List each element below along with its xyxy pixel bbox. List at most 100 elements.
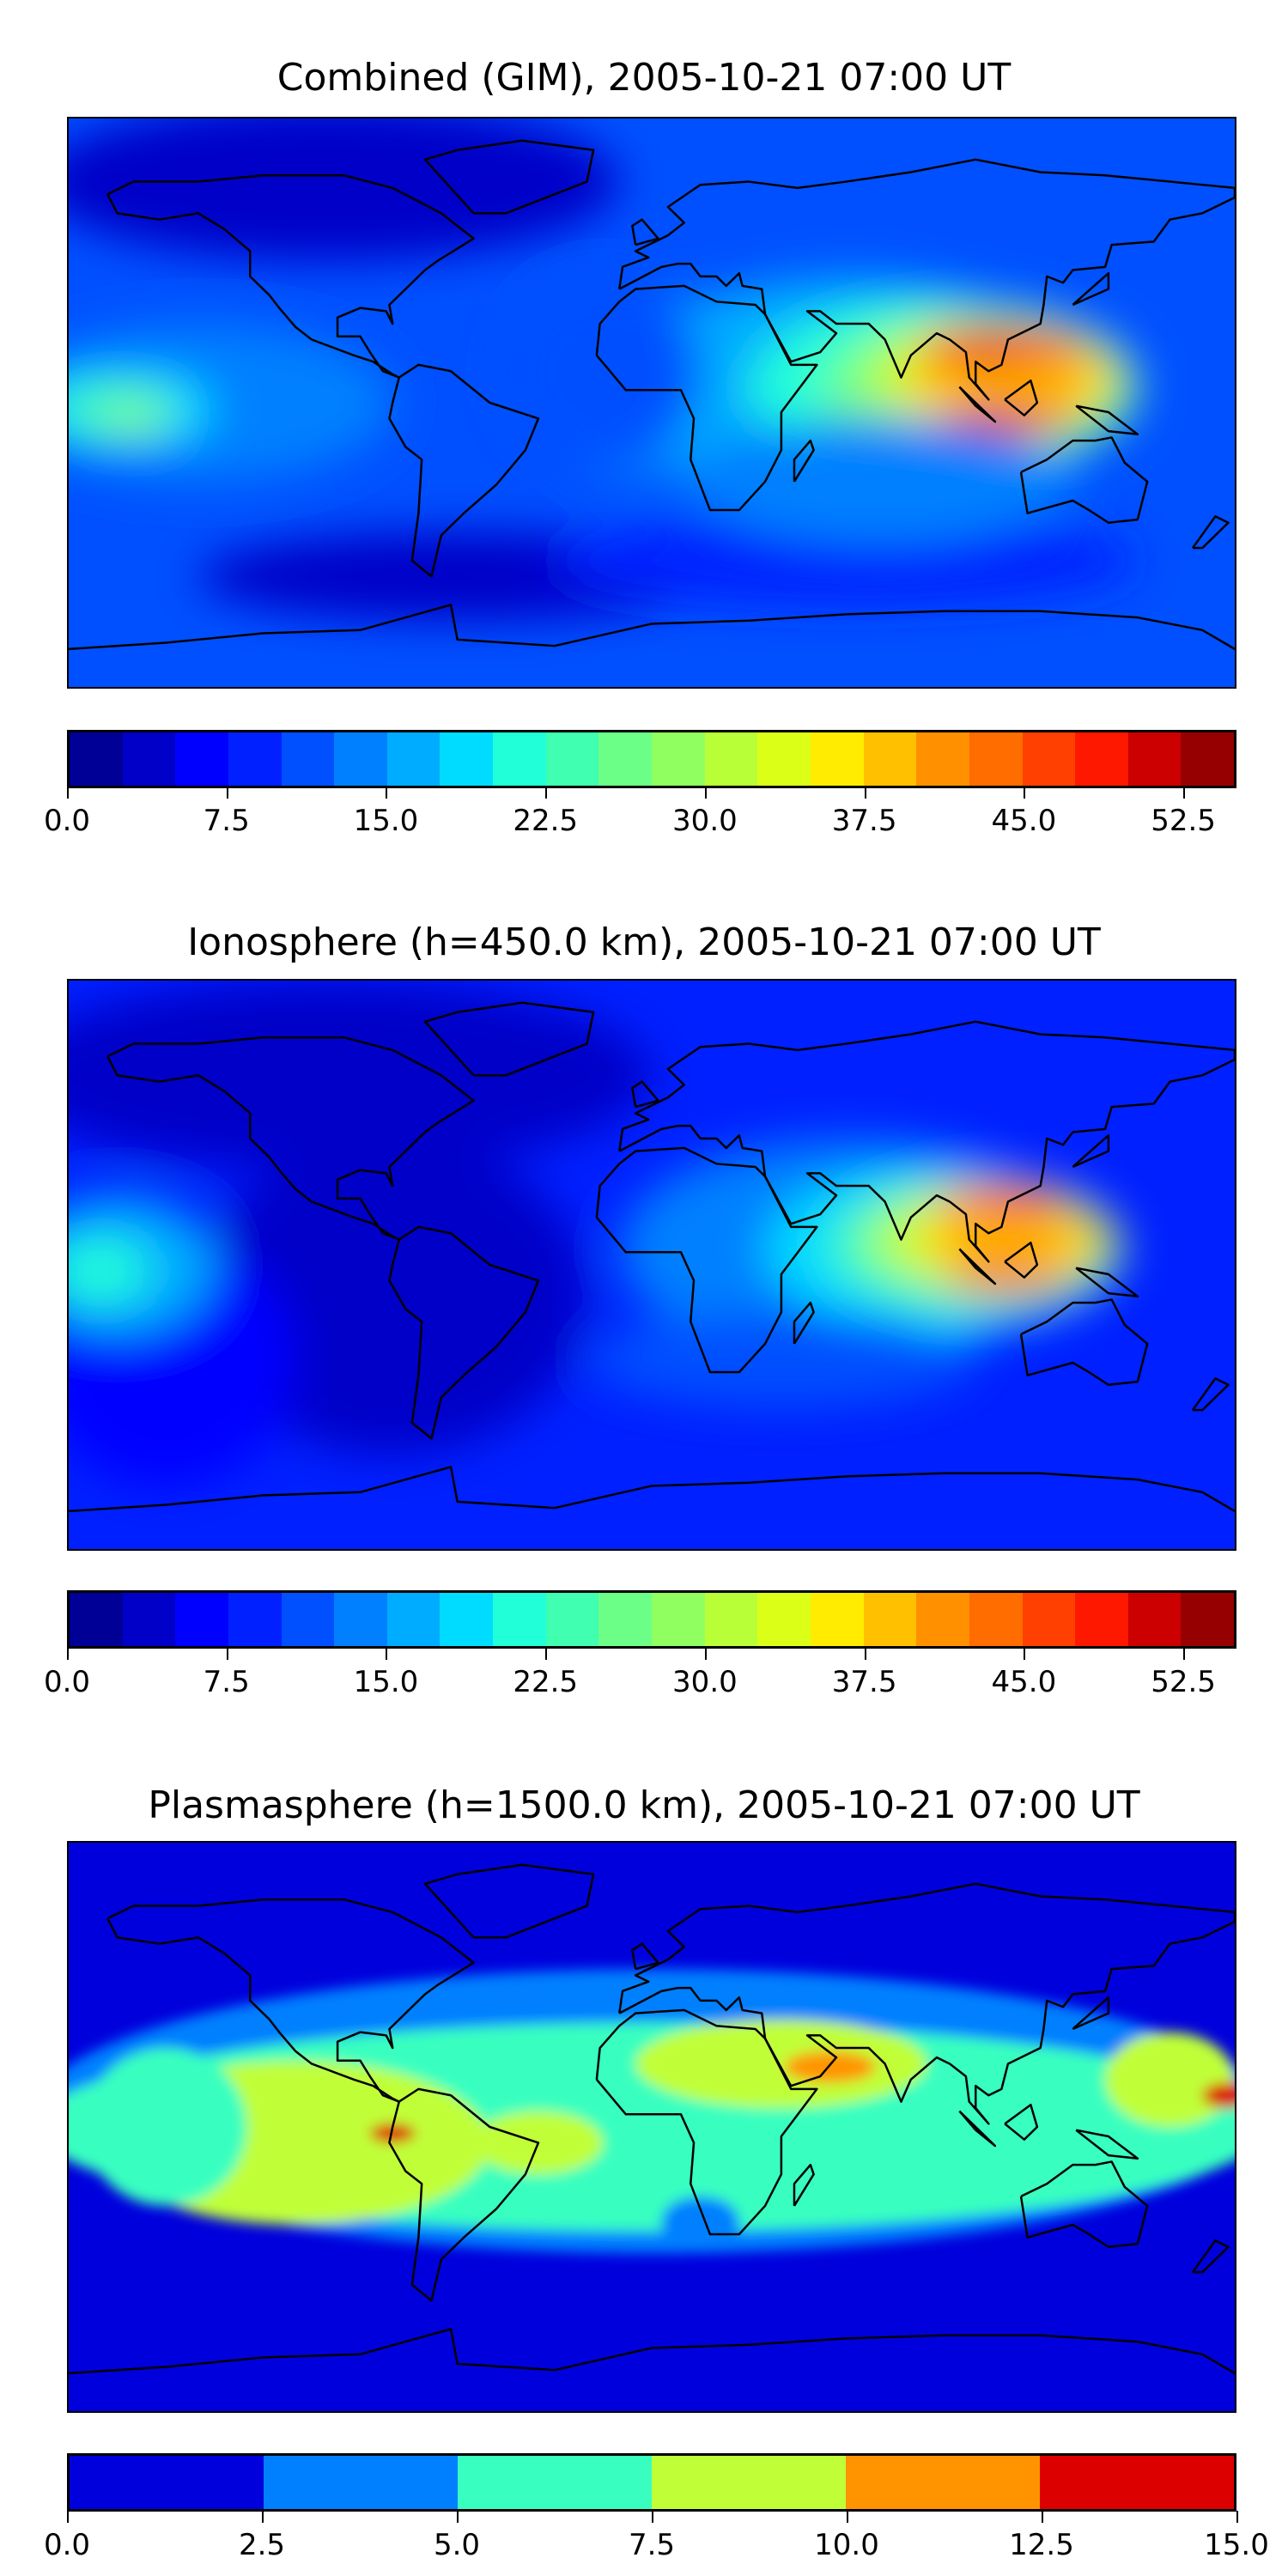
- colorbar-level: [1075, 732, 1128, 786]
- colorbar-tick-label: 15.0: [353, 804, 419, 838]
- coastline: [1193, 516, 1228, 548]
- colorbar-level: [281, 732, 335, 786]
- colorbar-level: [969, 732, 1023, 786]
- field-contour: [197, 1138, 587, 1455]
- map-combined: [67, 117, 1236, 689]
- colorbar-level: [334, 732, 387, 786]
- colorbar-tick-label: 12.5: [1009, 2528, 1074, 2562]
- colorbar-tick-label: 22.5: [513, 804, 579, 838]
- colorbar-ticks-plasmasphere: 0.0 2.5 5.0 7.5 10.0 12.5 15.0: [44, 2511, 1269, 2562]
- colorbar-tick: [864, 1648, 866, 1660]
- coastline: [69, 2329, 1235, 2372]
- colorbar-level: [122, 1593, 176, 1646]
- colorbar-tick: [652, 2511, 653, 2523]
- coastline: [632, 1082, 658, 1107]
- colorbar-level: [1127, 732, 1182, 786]
- coastline: [69, 605, 1235, 648]
- field-contour: [69, 1239, 150, 1303]
- colorbar-level: [458, 2456, 652, 2509]
- coastline: [389, 2089, 538, 2300]
- coastline: [959, 1249, 994, 1284]
- colorbar-level: [386, 1593, 440, 1646]
- colorbar-plasmasphere: [67, 2453, 1236, 2512]
- coastline: [389, 1227, 538, 1438]
- colorbar-tick: [704, 787, 707, 799]
- colorbar-level: [70, 732, 123, 786]
- colorbar-level: [1127, 1593, 1182, 1646]
- colorbar-tick: [386, 787, 388, 799]
- coastline: [107, 1899, 473, 2101]
- colorbar-tick-label: 0.0: [43, 1665, 91, 1699]
- colorbar-level: [175, 1593, 228, 1646]
- colorbar-tick-label: 7.5: [203, 804, 250, 838]
- coastline: [619, 1884, 1235, 2124]
- colorbar-tick: [1183, 787, 1186, 799]
- colorbar-tick: [1183, 1648, 1186, 1660]
- colorbar-level: [175, 732, 228, 786]
- colorbar-tick-label: 7.5: [203, 1665, 250, 1699]
- colorbar-tick-label: 2.5: [238, 2528, 286, 2562]
- field-contour: [84, 2048, 247, 2206]
- coastline: [425, 1865, 593, 1938]
- panel-title-ionosphere: Ionosphere (h=450.0 km), 2005-10-21 07:0…: [187, 920, 1101, 964]
- colorbar-level: [386, 732, 440, 786]
- map-ionosphere: [67, 979, 1236, 1551]
- colorbar-tick: [545, 1648, 548, 1660]
- colorbar-tick-label: 45.0: [991, 1665, 1057, 1699]
- coastline: [597, 1148, 817, 1372]
- field-contour: [992, 1195, 1057, 1221]
- colorbar-tick: [262, 2511, 264, 2523]
- colorbar-level: [1040, 2456, 1234, 2509]
- colorbar-tick-label: 15.0: [353, 1665, 419, 1699]
- field-contour: [959, 330, 1024, 349]
- colorbar-level: [545, 732, 599, 786]
- colorbar-level: [440, 1593, 494, 1646]
- coastline: [1193, 1378, 1228, 1410]
- colorbar-tick-label: 10.0: [814, 2528, 879, 2562]
- colorbar-level: [598, 732, 653, 786]
- colorbar-tick: [1024, 787, 1026, 799]
- coastline: [1021, 1299, 1147, 1384]
- colorbar-level: [916, 732, 969, 786]
- colorbar-level: [1181, 732, 1235, 786]
- coastline: [794, 440, 814, 482]
- colorbar-level: [264, 2456, 458, 2509]
- colorbar-level: [846, 2456, 1040, 2509]
- field-contour: [661, 2196, 739, 2247]
- colorbar-level: [969, 1593, 1023, 1646]
- coastline: [1193, 2240, 1228, 2272]
- map-plasmasphere: [67, 1841, 1236, 2413]
- colorbar-tick: [67, 787, 69, 799]
- colorbar-level: [863, 732, 917, 786]
- colorbar-tick: [545, 787, 548, 799]
- coastline: [597, 2010, 817, 2234]
- coastline: [107, 1037, 473, 1239]
- coastline: [632, 1944, 658, 1969]
- coastline: [1072, 273, 1108, 305]
- panel-title-combined: Combined (GIM), 2005-10-21 07:00 UT: [276, 56, 1012, 100]
- colorbar-level: [1075, 1593, 1128, 1646]
- colorbar-level: [652, 732, 705, 786]
- coastline: [425, 1003, 593, 1076]
- colorbar-tick-label: 7.5: [628, 2528, 676, 2562]
- colorbar-tick: [847, 2511, 848, 2523]
- colorbar-level: [545, 1593, 599, 1646]
- field-contour: [369, 2123, 416, 2143]
- colorbar-tick: [704, 1648, 707, 1660]
- coastline: [107, 175, 473, 377]
- colorbar-tick-label: 37.5: [831, 804, 897, 838]
- colorbar-level: [1022, 732, 1076, 786]
- colorbar-tick-label: 0.0: [43, 804, 91, 838]
- field-contour: [683, 418, 1073, 545]
- coastline: [597, 286, 817, 510]
- colorbar-tick: [1042, 2511, 1043, 2523]
- colorbar-tick-label: 0.0: [43, 2528, 91, 2562]
- field-contour: [69, 981, 652, 1170]
- colorbar-level: [916, 1593, 969, 1646]
- colorbar-level: [228, 1593, 282, 1646]
- colorbar-level: [652, 1593, 705, 1646]
- colorbar-level: [70, 1593, 123, 1646]
- coastline: [1005, 1242, 1037, 1277]
- field-contour: [784, 2050, 876, 2083]
- colorbar-tick: [67, 2511, 69, 2523]
